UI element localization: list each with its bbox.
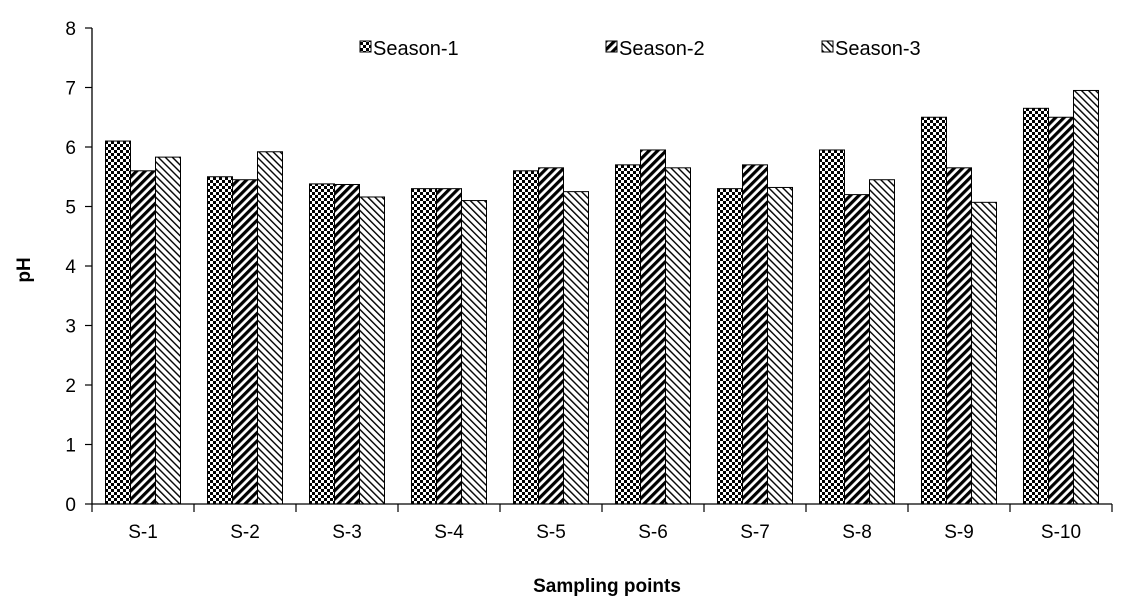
x-tick-label-s-4: S-4 <box>434 522 464 543</box>
bar-season-3-s-3 <box>359 196 385 505</box>
y-tick-label-3: 3 <box>65 317 76 338</box>
bar-season-3-s-7 <box>767 186 793 505</box>
bar-season-1-s-7 <box>717 188 743 505</box>
x-tick-label-s-3: S-3 <box>332 522 362 543</box>
y-tick-label-8: 8 <box>65 19 76 40</box>
bar-season-3-s-1 <box>155 156 181 505</box>
y-axis-title: pH <box>14 257 35 282</box>
y-tick-label-5: 5 <box>65 198 76 219</box>
legend-swatch-season-2 <box>605 40 618 53</box>
bar-season-2-s-9 <box>946 167 972 505</box>
x-tick-label-s-10: S-10 <box>1041 522 1081 543</box>
y-tick-label-4: 4 <box>65 257 76 278</box>
legend-item-season-1: Season-1 <box>359 38 459 60</box>
bar-season-2-s-2 <box>232 179 258 505</box>
legend-label-season-2: Season-2 <box>619 38 705 60</box>
y-tick-label-7: 7 <box>65 79 76 100</box>
y-tick-label-0: 0 <box>65 495 76 516</box>
bar-season-2-s-4 <box>436 188 462 505</box>
bar-season-2-s-7 <box>742 164 768 505</box>
bar-season-3-s-6 <box>665 167 691 505</box>
legend-item-season-3: Season-3 <box>821 38 921 60</box>
bar-season-1-s-5 <box>513 170 539 505</box>
x-tick-label-s-1: S-1 <box>128 522 158 543</box>
x-tick-label-s-6: S-6 <box>638 522 668 543</box>
bar-season-1-s-10 <box>1023 107 1049 505</box>
bar-season-2-s-8 <box>844 194 870 505</box>
bar-season-2-s-1 <box>130 170 156 505</box>
bar-season-2-s-10 <box>1048 116 1074 505</box>
bars-layer <box>105 89 1099 505</box>
bar-season-2-s-6 <box>640 149 666 505</box>
bar-season-3-s-2 <box>257 151 283 505</box>
bar-season-3-s-9 <box>971 201 997 505</box>
bar-season-1-s-2 <box>207 176 233 505</box>
x-tick-label-s-5: S-5 <box>536 522 566 543</box>
bar-season-1-s-9 <box>921 116 947 505</box>
bar-season-1-s-3 <box>309 183 335 505</box>
bar-season-1-s-6 <box>615 164 641 505</box>
bar-season-3-s-4 <box>461 200 487 505</box>
ticks-layer: 0 1 2 3 4 5 6 7 8 S-1 S-2 S-3 S-4 S-5 S-6 S-7 S-8 S-9 S-10 <box>65 19 1113 543</box>
bar-season-1-s-1 <box>105 140 131 505</box>
x-axis-title: Sampling points <box>533 576 681 597</box>
x-tick-label-s-8: S-8 <box>842 522 872 543</box>
y-tick-label-6: 6 <box>65 138 76 159</box>
bar-season-1-s-4 <box>411 188 437 505</box>
bar-season-2-s-5 <box>538 167 564 505</box>
legend: Season-1 Season-2 Season-3 <box>359 38 921 60</box>
x-tick-label-s-2: S-2 <box>230 522 260 543</box>
legend-label-season-1: Season-1 <box>373 38 459 60</box>
y-tick-label-1: 1 <box>65 436 76 457</box>
bar-season-3-s-8 <box>869 179 895 505</box>
x-tick-label-s-9: S-9 <box>944 522 974 543</box>
legend-swatch-season-1 <box>359 40 372 53</box>
bar-season-3-s-10 <box>1073 89 1099 505</box>
bar-season-1-s-8 <box>819 149 845 505</box>
legend-swatch-season-3 <box>821 40 834 53</box>
bar-season-3-s-5 <box>563 191 589 505</box>
bar-season-2-s-3 <box>334 183 360 505</box>
legend-item-season-2: Season-2 <box>605 38 705 60</box>
y-tick-label-2: 2 <box>65 376 76 397</box>
x-tick-label-s-7: S-7 <box>740 522 770 543</box>
legend-label-season-3: Season-3 <box>835 38 921 60</box>
